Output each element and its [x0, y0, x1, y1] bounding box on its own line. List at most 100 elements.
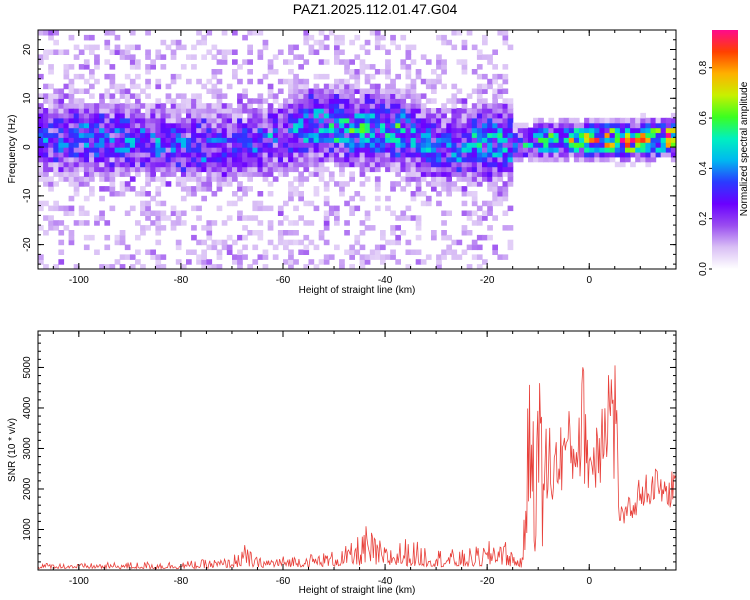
- spectrogram-cell: [502, 147, 509, 153]
- spectrogram-cell: [390, 210, 396, 216]
- spectrogram-cell: [201, 147, 207, 153]
- spectrogram-cell: [461, 156, 468, 163]
- spectrogram-cell: [349, 249, 355, 255]
- spectrogram-cell: [318, 171, 325, 177]
- spectrogram-cell: [655, 127, 662, 134]
- spectrogram-cell: [78, 117, 85, 124]
- spectrogram-cell: [196, 171, 202, 177]
- spectrogram-cell: [446, 156, 452, 163]
- spectrogram-cell: [277, 103, 284, 109]
- spectrogram-cell: [456, 112, 463, 119]
- spectrogram-cell: [135, 234, 141, 241]
- spectrogram-cell: [94, 64, 100, 70]
- spectrogram-cell: [43, 127, 49, 134]
- spectrogram-cell: [247, 69, 253, 75]
- spectrogram-cell: [53, 88, 59, 94]
- spectrogram-cell: [308, 161, 315, 168]
- spectrogram-cell: [400, 161, 407, 168]
- spectrogram-cell: [83, 244, 90, 251]
- spectrogram-cell: [517, 151, 524, 158]
- spectrogram-cell: [599, 151, 606, 158]
- spectrogram-cell: [436, 137, 442, 143]
- spectrogram-cell: [359, 151, 366, 158]
- spectrogram-cell: [507, 142, 514, 148]
- spectrogram-cell: [298, 117, 304, 124]
- spectrogram-cell: [568, 137, 575, 143]
- spectrogram-cell: [89, 191, 95, 197]
- spectrogram-cell: [369, 73, 376, 80]
- spectrogram-cell: [288, 117, 294, 124]
- spectrogram-cell: [48, 147, 54, 153]
- spectrogram-cell: [625, 151, 631, 158]
- spectrogram-cell: [471, 151, 478, 158]
- spectrogram-cell: [298, 83, 304, 90]
- spectrogram-cell: [328, 117, 335, 124]
- spectrogram-cell: [99, 195, 105, 202]
- spectrogram-cell: [303, 98, 310, 104]
- spectrogram-y-tick-label: 10: [22, 92, 33, 104]
- spectrogram-cell: [323, 156, 330, 163]
- colorbar-tick-label: 0.2: [698, 211, 709, 225]
- spectrogram-cell: [349, 195, 355, 202]
- spectrogram-cell: [492, 98, 498, 104]
- spectrogram-cell: [277, 230, 284, 236]
- spectrogram-cell: [359, 220, 366, 226]
- spectrogram-cell: [262, 98, 269, 104]
- spectrogram-cell: [48, 49, 54, 55]
- spectrogram-cell: [466, 181, 473, 187]
- spectrogram-cell: [38, 142, 44, 148]
- spectrogram-cell: [221, 220, 228, 226]
- spectrogram-cell: [390, 78, 396, 85]
- spectrogram-cell: [451, 166, 458, 173]
- spectrogram-cell: [303, 103, 310, 109]
- spectrogram-cell: [308, 220, 315, 226]
- snr-y-tick-label: 4000: [22, 396, 33, 419]
- spectrogram-cell: [94, 103, 100, 109]
- spectrogram-cell: [451, 112, 458, 119]
- spectrogram-cell: [380, 44, 386, 51]
- spectrogram-cell: [155, 176, 162, 182]
- spectrogram-cell: [446, 132, 452, 138]
- spectrogram-cell: [48, 30, 54, 36]
- spectrogram-cell: [104, 220, 111, 226]
- spectrogram-cell: [446, 249, 452, 255]
- spectrogram-cell: [252, 166, 259, 173]
- spectrogram-cell: [145, 30, 151, 36]
- spectrogram-cell: [431, 98, 437, 104]
- spectrogram-cell: [476, 142, 483, 148]
- spectrogram-cell: [129, 147, 136, 153]
- spectrogram-cell: [288, 239, 294, 246]
- spectrogram-cell: [78, 132, 85, 138]
- spectrogram-cell: [257, 171, 264, 177]
- spectrogram-cell: [58, 249, 65, 255]
- spectrogram-cell: [410, 83, 417, 90]
- spectrogram-cell: [318, 30, 325, 36]
- spectrogram-cell: [492, 49, 498, 55]
- spectrogram-cell: [349, 132, 355, 138]
- spectrogram-cell: [420, 132, 427, 138]
- spectrogram-cell: [339, 78, 345, 85]
- spectrogram-cell: [431, 112, 437, 119]
- spectrogram-cell: [645, 137, 652, 143]
- spectrogram-cell: [308, 171, 315, 177]
- spectrogram-cell: [221, 137, 228, 143]
- spectrogram-cell: [232, 161, 238, 168]
- spectrogram-cell: [257, 49, 264, 55]
- spectrogram-cell: [160, 166, 167, 173]
- spectrogram-cell: [374, 147, 381, 153]
- spectrogram-cell: [89, 142, 95, 148]
- spectrogram-cell: [298, 195, 304, 202]
- spectrogram-cell: [395, 112, 401, 119]
- spectrogram-cell: [390, 127, 396, 134]
- spectrogram-cell: [380, 161, 386, 168]
- spectrogram-cell: [196, 137, 202, 143]
- spectrogram-cell: [124, 122, 131, 129]
- spectrogram-cell: [104, 166, 111, 173]
- spectrogram-cell: [283, 147, 289, 153]
- spectrogram-cell: [410, 176, 417, 182]
- spectrogram-cell: [328, 83, 335, 90]
- spectrogram-cell: [502, 195, 509, 202]
- spectrogram-cell: [334, 49, 340, 55]
- spectrogram-cell: [293, 98, 299, 104]
- spectrogram-cell: [94, 54, 100, 60]
